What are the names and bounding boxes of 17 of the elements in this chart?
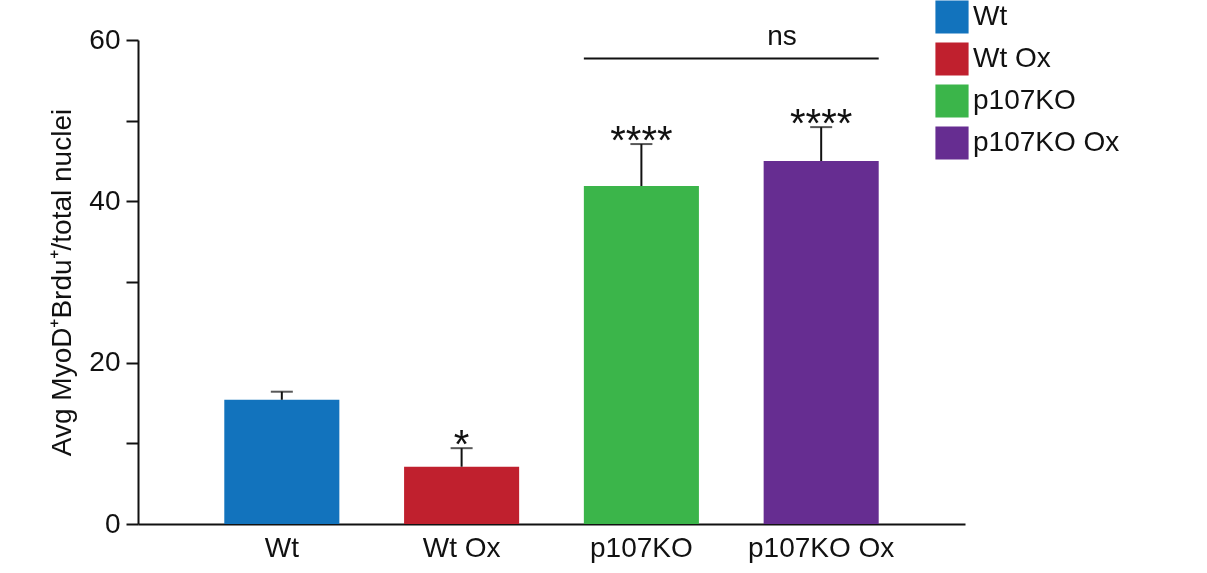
legend-label: Wt Ox <box>973 42 1051 73</box>
x-tick-label: Wt Ox <box>422 531 501 563</box>
y-tick-label: 20 <box>89 346 121 378</box>
legend-label: p107KO Ox <box>973 126 1120 157</box>
y-tick-label: 60 <box>89 23 121 55</box>
y-axis-title: Avg MyoD⁺Brdu⁺/total nuclei <box>46 108 78 457</box>
x-tick-label: Wt <box>264 531 300 563</box>
x-tick-label: p107KO Ox <box>748 531 895 563</box>
legend-label: Wt <box>973 0 1008 31</box>
annotation: ns <box>767 19 797 51</box>
legend-label: p107KO <box>973 84 1076 115</box>
annotation: **** <box>610 118 673 163</box>
annotation: * <box>453 422 470 467</box>
x-tick-label: p107KO <box>590 531 693 563</box>
y-tick-label: 40 <box>89 184 121 216</box>
y-tick-label: 0 <box>104 507 121 539</box>
annotation: **** <box>790 101 853 146</box>
